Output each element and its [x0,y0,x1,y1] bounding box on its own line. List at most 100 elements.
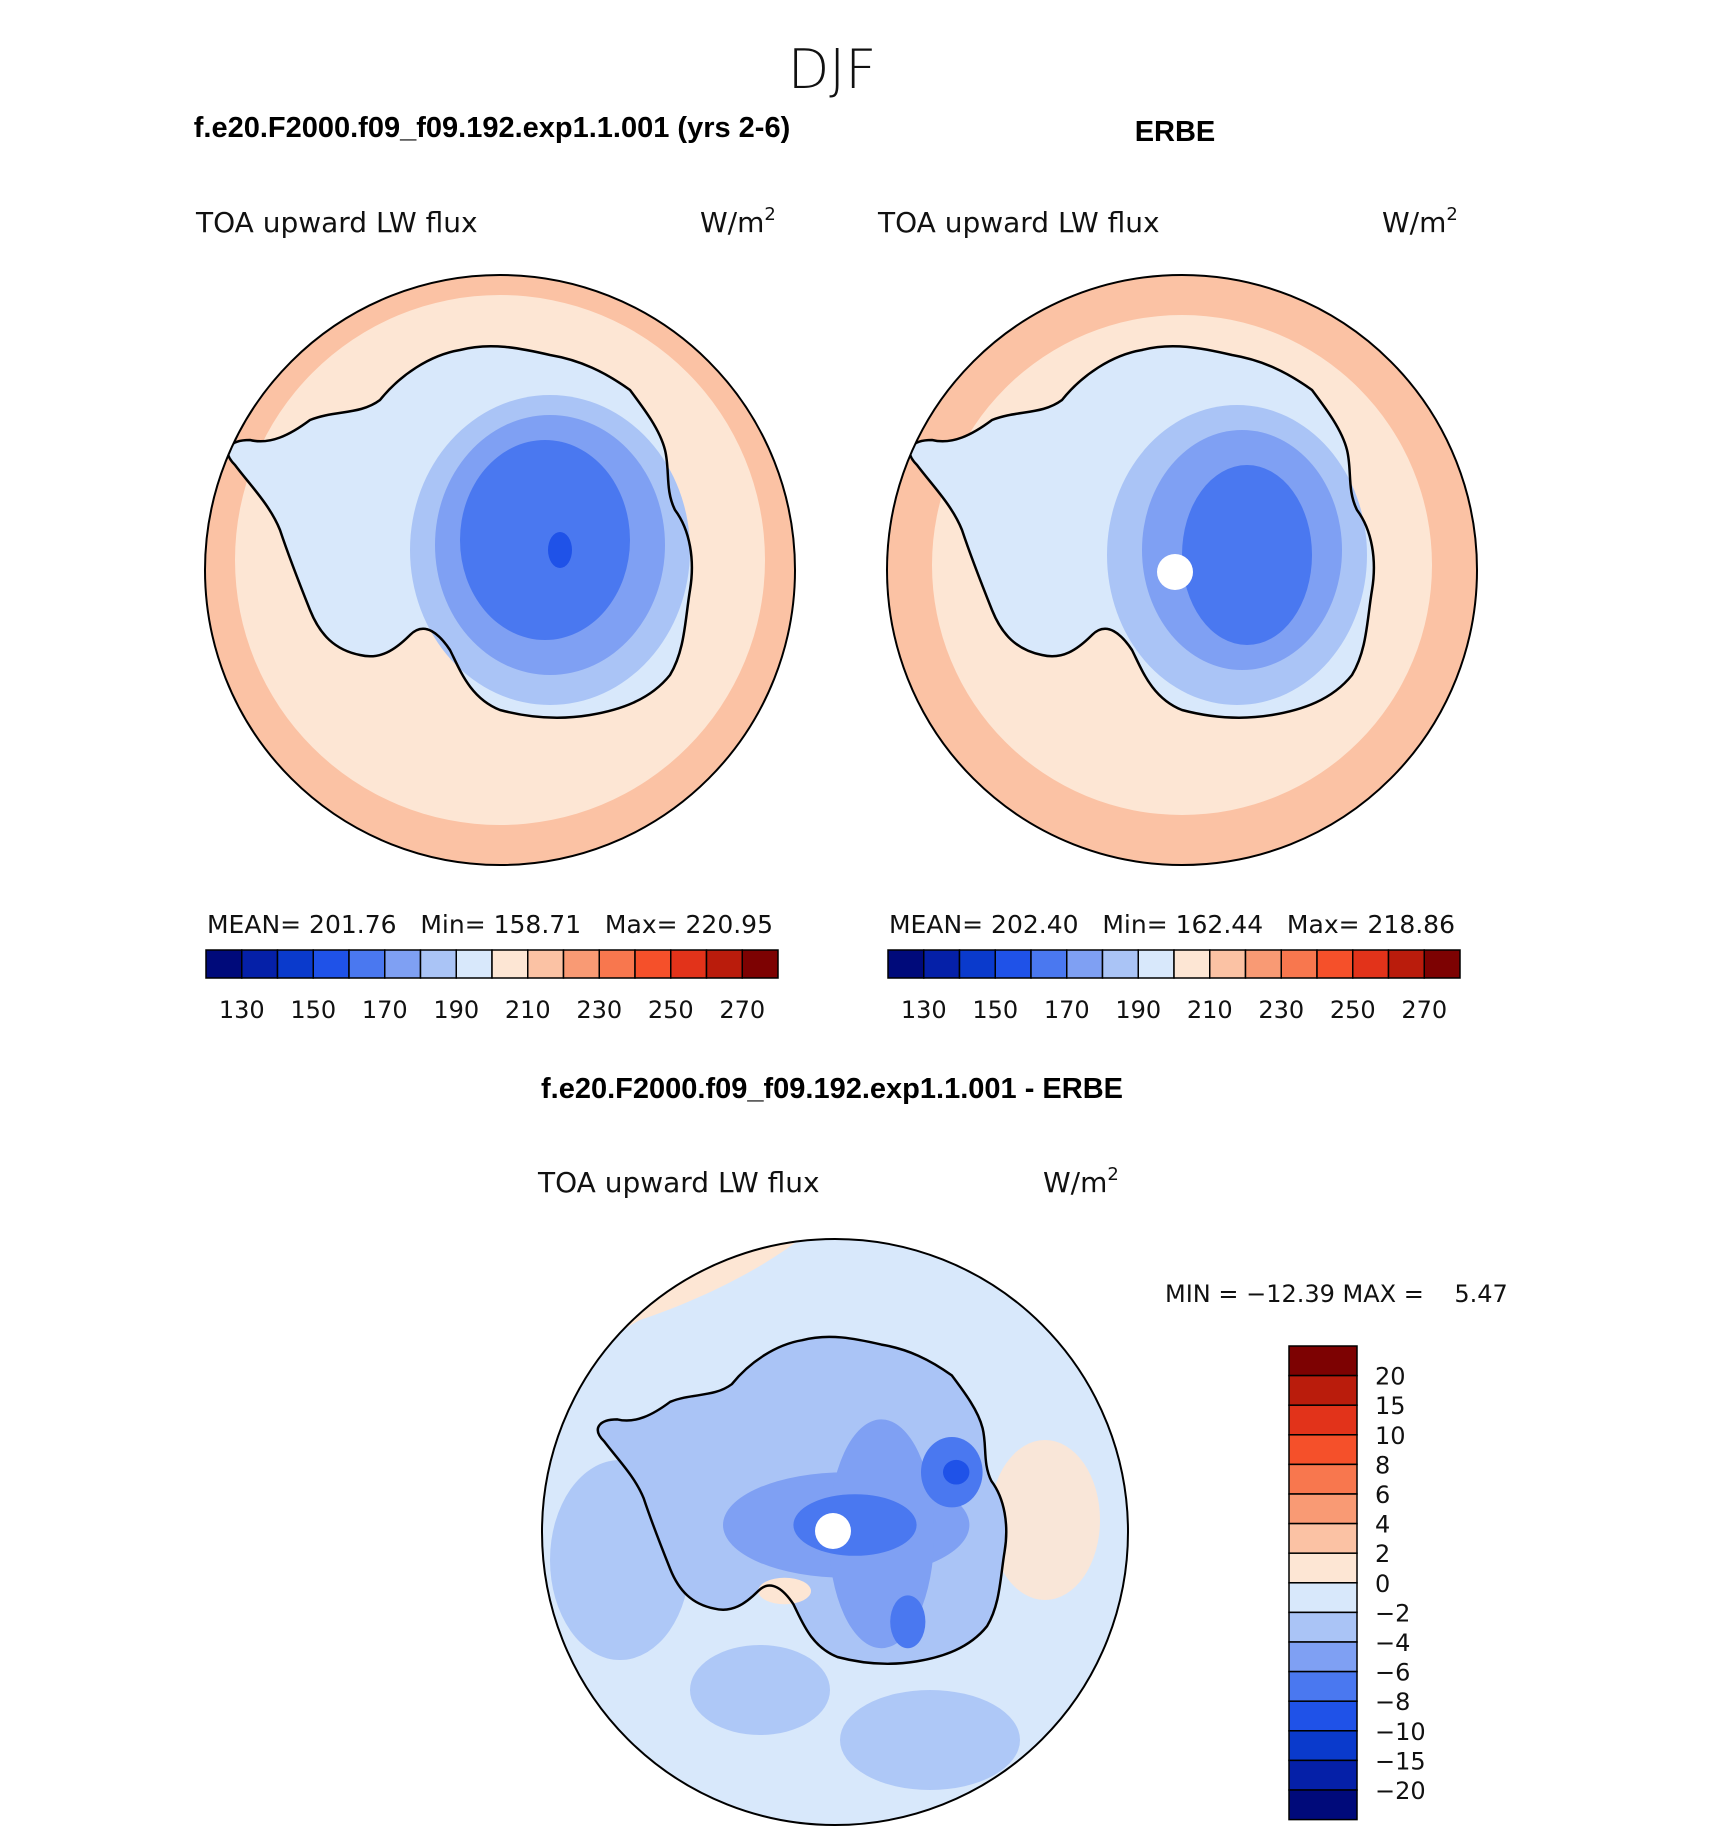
colorbar-diff-tick-label: 20 [1375,1363,1406,1391]
panel-diff-units: W/m2 [1043,1164,1119,1199]
colorbar-obs-swatch [994,949,1032,979]
colorbar-diff-swatch [1288,1670,1358,1702]
colorbar-obs-swatch [958,949,996,979]
colorbar-obs-swatch [1137,949,1175,979]
colorbar-diff-tick-label: 10 [1375,1422,1406,1450]
colorbar-model-swatch [634,949,672,979]
colorbar-obs-tick-label: 270 [1401,996,1447,1024]
map-obs-border [886,274,1478,866]
colorbar-model-swatch [670,949,708,979]
map-diff-border [541,1238,1129,1826]
colorbar-model-swatch [527,949,565,979]
season-title: DJF [788,38,877,101]
colorbar-obs-tick-label: 150 [972,996,1018,1024]
colorbar-diff-swatch [1288,1552,1358,1584]
colorbar-model-swatch [741,949,779,979]
map-obs [887,275,1477,865]
contour-neg-8c-diff [890,1595,926,1649]
colorbar-model-swatch [598,949,636,979]
panel-diff-units-exp: 2 [1107,1164,1118,1185]
colorbar-obs-swatch [1173,949,1211,979]
colorbar-obs-swatch [1316,949,1354,979]
colorbar-obs-swatch [887,949,925,979]
colorbar-obs-swatch [1387,949,1425,979]
colorbar-obs-swatch [1423,949,1461,979]
contour-neg-10-diff [943,1459,970,1485]
panel-model-stats: MEAN= 201.76 Min= 158.71 Max= 220.95 [207,910,773,939]
colorbar-diff-tick-label: −20 [1375,1777,1426,1805]
colorbar-diff-swatch [1288,1730,1358,1762]
contour-170-obs [1182,465,1312,645]
colorbar-model-tick-label: 170 [362,996,408,1024]
colorbar-obs-swatch [1209,949,1247,979]
panel-obs-stats: MEAN= 202.40 Min= 162.44 Max= 218.86 [889,910,1455,939]
colorbar-model-tick-label: 150 [290,996,336,1024]
panel-model-units-base: W/m [700,206,764,239]
panel-obs-title: ERBE [1135,116,1216,148]
colorbar-diff-swatch [1288,1404,1358,1436]
colorbar-model-swatch [312,949,350,979]
colorbar-model-tick-label: 230 [576,996,622,1024]
colorbar-model-tick-label: 130 [219,996,265,1024]
colorbar-model-swatch [384,949,422,979]
colorbar-diff-tick-label: −10 [1375,1718,1426,1746]
colorbar-diff-tick-label: 6 [1375,1481,1390,1509]
contour-160-model [548,532,572,568]
colorbar-diff-tick-label: 4 [1375,1511,1390,1539]
colorbar-diff-swatch [1288,1641,1358,1673]
map-model [205,275,795,865]
colorbar-model-tick-label: 190 [433,996,479,1024]
colorbar-diff-swatch [1288,1582,1358,1614]
colorbar-diff-tick-label: −4 [1375,1629,1410,1657]
colorbar-diff-tick-label: 15 [1375,1392,1406,1420]
panel-model-title: f.e20.F2000.f09_f09.192.exp1.1.001 (yrs … [194,112,791,144]
colorbar-diff-swatch [1288,1345,1358,1377]
colorbar-diff-swatch [1288,1522,1358,1554]
contour-pos-2b-diff [758,1577,811,1605]
panel-obs-units-base: W/m [1382,206,1446,239]
colorbar-model-tick-label: 210 [505,996,551,1024]
colorbar-diff-swatch [1288,1374,1358,1406]
colorbar-diff-swatch [1288,1789,1358,1821]
contour-neg-8-diff [793,1494,917,1556]
colorbar-model-swatch [491,949,529,979]
colorbar-model-swatch [419,949,457,979]
colorbar-obs-swatch [1352,949,1390,979]
colorbar-model-swatch [455,949,493,979]
colorbar-obs: 130 150 170 190 210 230 250 270 [887,949,1461,1024]
colorbar-model-swatch [276,949,314,979]
colorbar-model: 130 150 170 190 210 230 250 270 [205,949,779,1024]
colorbar-obs-tick-label: 250 [1330,996,1376,1024]
colorbar-diff-tick-label: 0 [1375,1570,1390,1598]
panel-diff-units-base: W/m [1043,1166,1107,1199]
panel-model-units: W/m2 [700,204,776,239]
colorbar-obs-swatch [1101,949,1139,979]
colorbar-model-swatch [348,949,386,979]
panel-model: f.e20.F2000.f09_f09.192.exp1.1.001 (yrs … [194,112,796,1024]
colorbar-model-swatch [705,949,743,979]
colorbar-obs-swatch [923,949,961,979]
ocean-patch-d-diff [990,1440,1100,1600]
panel-obs-variable: TOA upward LW flux [877,206,1160,239]
colorbar-diff-swatch [1288,1700,1358,1732]
colorbar-obs-tick-label: 170 [1044,996,1090,1024]
colorbar-obs-tick-label: 130 [901,996,947,1024]
colorbar-diff-swatch [1288,1611,1358,1643]
ocean-patch-b-diff [840,1690,1020,1790]
colorbar-model-swatch [241,949,279,979]
colorbar-diff-tick-label: −8 [1375,1688,1410,1716]
colorbar-diff-tick-label: −6 [1375,1659,1410,1687]
colorbar-diff-tick-label: 2 [1375,1540,1390,1568]
map-model-border [204,274,796,866]
panel-diff-title: f.e20.F2000.f09_f09.192.exp1.1.001 - ERB… [541,1073,1123,1105]
pole-hole-diff [815,1513,851,1549]
contour-170-model [460,440,630,640]
pole-hole-obs [1157,554,1193,590]
colorbar-obs-swatch [1066,949,1104,979]
colorbar-diff-tick-label: 8 [1375,1451,1390,1479]
colorbar-obs-tick-label: 230 [1258,996,1304,1024]
colorbar-model-tick-label: 270 [719,996,765,1024]
panel-obs-units-exp: 2 [1446,204,1457,225]
colorbar-diff-swatch [1288,1463,1358,1495]
